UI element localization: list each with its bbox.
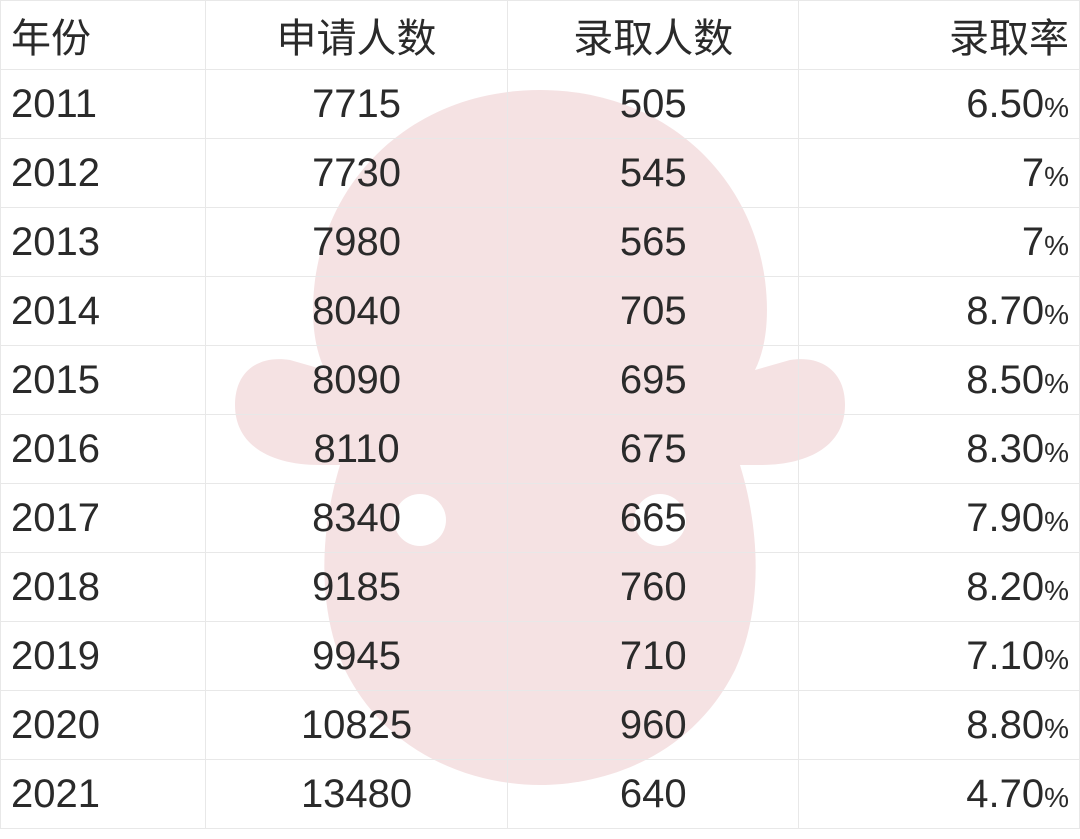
cell-rate: 7% — [799, 139, 1080, 208]
cell-applicants: 8040 — [206, 277, 508, 346]
table-row: 2016 8110 675 8.30% — [1, 415, 1080, 484]
table-row: 2020 10825 960 8.80% — [1, 691, 1080, 760]
rate-value: 8.20 — [966, 565, 1044, 609]
cell-rate: 6.50% — [799, 70, 1080, 139]
col-header-rate: 录取率 — [799, 1, 1080, 70]
percent-icon: % — [1044, 782, 1069, 813]
cell-admitted: 710 — [508, 622, 799, 691]
rate-value: 7.90 — [966, 496, 1044, 540]
cell-rate: 7.90% — [799, 484, 1080, 553]
cell-rate: 8.30% — [799, 415, 1080, 484]
percent-icon: % — [1044, 506, 1069, 537]
cell-year: 2013 — [1, 208, 206, 277]
cell-applicants: 8090 — [206, 346, 508, 415]
cell-admitted: 675 — [508, 415, 799, 484]
cell-rate: 8.70% — [799, 277, 1080, 346]
cell-rate: 8.50% — [799, 346, 1080, 415]
table-body: 2011 7715 505 6.50% 2012 7730 545 7% 201… — [1, 70, 1080, 829]
cell-admitted: 640 — [508, 760, 799, 829]
cell-applicants: 7730 — [206, 139, 508, 208]
cell-year: 2016 — [1, 415, 206, 484]
rate-value: 8.30 — [966, 427, 1044, 471]
cell-year: 2014 — [1, 277, 206, 346]
table-row: 2011 7715 505 6.50% — [1, 70, 1080, 139]
cell-admitted: 505 — [508, 70, 799, 139]
col-header-year: 年份 — [1, 1, 206, 70]
cell-applicants: 7715 — [206, 70, 508, 139]
percent-icon: % — [1044, 230, 1069, 261]
cell-applicants: 9945 — [206, 622, 508, 691]
percent-icon: % — [1044, 368, 1069, 399]
cell-admitted: 565 — [508, 208, 799, 277]
table-row: 2013 7980 565 7% — [1, 208, 1080, 277]
rate-value: 7.10 — [966, 634, 1044, 678]
cell-admitted: 705 — [508, 277, 799, 346]
cell-rate: 7.10% — [799, 622, 1080, 691]
cell-rate: 7% — [799, 208, 1080, 277]
cell-rate: 4.70% — [799, 760, 1080, 829]
percent-icon: % — [1044, 713, 1069, 744]
cell-applicants: 8340 — [206, 484, 508, 553]
rate-value: 7 — [1022, 151, 1044, 195]
cell-year: 2015 — [1, 346, 206, 415]
cell-admitted: 665 — [508, 484, 799, 553]
cell-applicants: 7980 — [206, 208, 508, 277]
cell-applicants: 9185 — [206, 553, 508, 622]
rate-value: 8.80 — [966, 703, 1044, 747]
cell-year: 2021 — [1, 760, 206, 829]
col-header-applicants: 申请人数 — [206, 1, 508, 70]
table-row: 2019 9945 710 7.10% — [1, 622, 1080, 691]
table-header-row: 年份 申请人数 录取人数 录取率 — [1, 1, 1080, 70]
cell-year: 2020 — [1, 691, 206, 760]
col-header-admitted: 录取人数 — [508, 1, 799, 70]
table-row: 2018 9185 760 8.20% — [1, 553, 1080, 622]
rate-value: 4.70 — [966, 772, 1044, 816]
percent-icon: % — [1044, 92, 1069, 123]
admissions-table: 年份 申请人数 录取人数 录取率 2011 7715 505 6.50% 201… — [0, 0, 1080, 829]
cell-applicants: 10825 — [206, 691, 508, 760]
rate-value: 8.50 — [966, 358, 1044, 402]
percent-icon: % — [1044, 644, 1069, 675]
percent-icon: % — [1044, 299, 1069, 330]
cell-year: 2012 — [1, 139, 206, 208]
rate-value: 8.70 — [966, 289, 1044, 333]
percent-icon: % — [1044, 437, 1069, 468]
table-row: 2014 8040 705 8.70% — [1, 277, 1080, 346]
percent-icon: % — [1044, 161, 1069, 192]
cell-year: 2019 — [1, 622, 206, 691]
cell-rate: 8.80% — [799, 691, 1080, 760]
table-row: 2021 13480 640 4.70% — [1, 760, 1080, 829]
table-row: 2017 8340 665 7.90% — [1, 484, 1080, 553]
cell-year: 2017 — [1, 484, 206, 553]
cell-year: 2011 — [1, 70, 206, 139]
cell-year: 2018 — [1, 553, 206, 622]
table-row: 2012 7730 545 7% — [1, 139, 1080, 208]
cell-admitted: 545 — [508, 139, 799, 208]
cell-admitted: 760 — [508, 553, 799, 622]
table-row: 2015 8090 695 8.50% — [1, 346, 1080, 415]
cell-applicants: 8110 — [206, 415, 508, 484]
cell-applicants: 13480 — [206, 760, 508, 829]
percent-icon: % — [1044, 575, 1069, 606]
rate-value: 6.50 — [966, 82, 1044, 126]
rate-value: 7 — [1022, 220, 1044, 264]
cell-admitted: 695 — [508, 346, 799, 415]
cell-admitted: 960 — [508, 691, 799, 760]
cell-rate: 8.20% — [799, 553, 1080, 622]
